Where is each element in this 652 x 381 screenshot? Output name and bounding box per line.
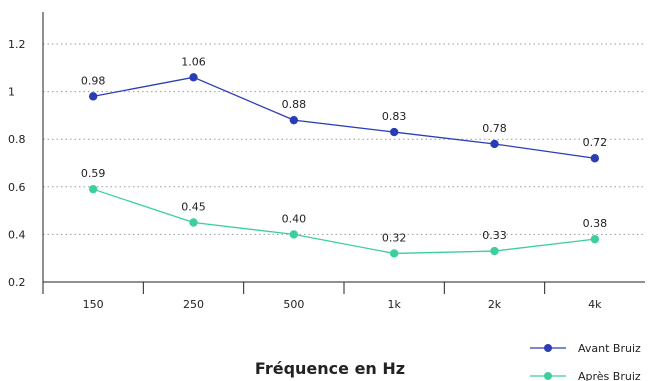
x-tick-label: 150 — [83, 298, 104, 311]
y-tick-label: 1.2 — [8, 38, 26, 51]
legend-marker — [544, 372, 552, 380]
data-label: 0.40 — [282, 212, 307, 225]
data-point — [88, 184, 98, 194]
data-label: 0.45 — [181, 201, 206, 214]
legend-label: Avant Bruiz — [578, 342, 641, 355]
data-label: 0.72 — [583, 136, 608, 149]
x-axis-title: Fréquence en Hz — [255, 359, 405, 378]
y-tick-labels: 0.2 0.4 0.6 0.8 1 1.2 — [8, 38, 26, 289]
legend-marker — [544, 344, 552, 352]
x-tick-label: 4k — [588, 298, 602, 311]
legend-label: Après Bruiz — [578, 370, 641, 381]
y-tick-label: 0.4 — [8, 228, 26, 241]
x-tick-label: 2k — [488, 298, 502, 311]
data-label: 1.06 — [181, 55, 206, 68]
y-tick-label: 1 — [8, 86, 15, 99]
data-point — [289, 230, 299, 239]
data-label: 0.98 — [81, 74, 106, 87]
x-tick-label: 500 — [283, 298, 304, 311]
x-tick-labels: 150 250 500 1k 2k 4k — [83, 282, 602, 311]
series — [88, 73, 600, 258]
x-tick-label: 1k — [387, 298, 401, 311]
y-tick-label: 0.6 — [8, 181, 26, 194]
data-label: 0.38 — [583, 217, 608, 230]
y-tick-label: 0.8 — [8, 133, 26, 146]
legend: Avant Bruiz Après Bruiz — [530, 342, 641, 381]
series-line — [92, 188, 595, 255]
data-point — [389, 249, 399, 258]
data-point — [189, 218, 198, 227]
series-line — [93, 76, 595, 159]
data-label: 0.32 — [382, 231, 407, 244]
y-tick-label: 0.2 — [8, 276, 26, 289]
data-label: 0.59 — [81, 167, 106, 180]
data-point — [289, 115, 299, 125]
data-point — [88, 92, 98, 101]
grid — [43, 43, 645, 235]
data-label: 0.83 — [382, 110, 407, 123]
data-point — [389, 127, 399, 137]
data-point — [490, 139, 499, 149]
data-label: 0.78 — [482, 122, 507, 135]
data-label: 0.88 — [282, 98, 307, 111]
data-point — [490, 246, 499, 256]
data-label: 0.33 — [482, 229, 507, 242]
x-tick-label: 250 — [183, 298, 204, 311]
data-labels: 0.98 1.06 0.88 0.83 0.78 0.72 0.59 0.45 0.40 0.32… — [81, 55, 607, 244]
data-point — [189, 73, 198, 82]
data-point — [590, 154, 600, 163]
data-point — [590, 234, 600, 244]
